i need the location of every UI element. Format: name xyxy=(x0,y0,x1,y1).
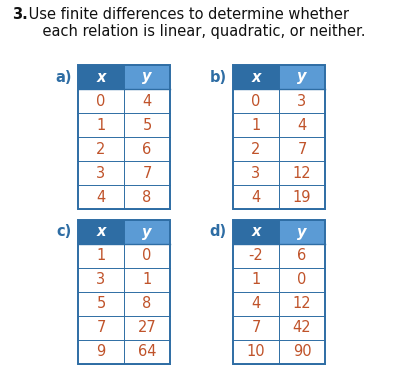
Text: 7: 7 xyxy=(96,320,105,335)
Text: 1: 1 xyxy=(142,273,151,288)
Text: y: y xyxy=(297,224,306,239)
Bar xyxy=(233,220,278,244)
Bar xyxy=(78,268,170,292)
Bar xyxy=(233,113,324,137)
Text: 8: 8 xyxy=(142,189,151,204)
Text: 10: 10 xyxy=(246,345,265,360)
Bar xyxy=(278,220,324,244)
Text: 2: 2 xyxy=(96,142,105,156)
Bar xyxy=(233,65,324,209)
Bar xyxy=(78,316,170,340)
Text: y: y xyxy=(142,70,152,84)
Bar xyxy=(233,244,324,268)
Text: 42: 42 xyxy=(292,320,311,335)
Text: 8: 8 xyxy=(142,296,151,311)
Text: 19: 19 xyxy=(292,189,311,204)
Text: 3: 3 xyxy=(96,166,105,181)
Text: 1: 1 xyxy=(96,248,105,263)
Bar xyxy=(78,220,124,244)
Text: 1: 1 xyxy=(251,273,260,288)
Text: 5: 5 xyxy=(96,296,105,311)
Text: 5: 5 xyxy=(142,117,151,132)
Text: 1: 1 xyxy=(251,117,260,132)
Text: 3: 3 xyxy=(297,94,306,109)
Text: 90: 90 xyxy=(292,345,311,360)
Text: 7: 7 xyxy=(297,142,306,156)
Text: y: y xyxy=(297,70,306,84)
Bar xyxy=(124,65,170,89)
Text: 3.: 3. xyxy=(12,7,28,22)
Text: 12: 12 xyxy=(292,296,311,311)
Text: x: x xyxy=(96,224,105,239)
Bar xyxy=(78,137,170,161)
Bar xyxy=(78,65,124,89)
Text: 4: 4 xyxy=(96,189,105,204)
Text: 0: 0 xyxy=(96,94,105,109)
Bar xyxy=(78,161,170,185)
Text: 6: 6 xyxy=(297,248,306,263)
Bar xyxy=(78,185,170,209)
Text: 0: 0 xyxy=(142,248,151,263)
Text: 3: 3 xyxy=(251,166,260,181)
Text: 0: 0 xyxy=(297,273,306,288)
Text: 4: 4 xyxy=(142,94,151,109)
Text: 7: 7 xyxy=(142,166,151,181)
Text: y: y xyxy=(142,224,152,239)
Bar xyxy=(124,220,170,244)
Text: d): d) xyxy=(209,224,226,239)
Text: x: x xyxy=(96,70,105,84)
Text: x: x xyxy=(251,224,260,239)
Bar xyxy=(233,292,324,316)
Bar xyxy=(233,89,324,113)
Text: c): c) xyxy=(57,224,72,239)
Text: 9: 9 xyxy=(96,345,105,360)
Bar xyxy=(233,185,324,209)
Text: 4: 4 xyxy=(297,117,306,132)
Text: 7: 7 xyxy=(251,320,260,335)
Text: 3: 3 xyxy=(96,273,105,288)
Bar xyxy=(233,137,324,161)
Text: 12: 12 xyxy=(292,166,311,181)
Bar xyxy=(233,340,324,364)
Bar xyxy=(78,292,170,316)
Text: 0: 0 xyxy=(251,94,260,109)
Text: 1: 1 xyxy=(96,117,105,132)
Bar xyxy=(78,220,170,364)
Bar xyxy=(78,65,170,209)
Bar xyxy=(78,340,170,364)
Bar xyxy=(78,244,170,268)
Bar xyxy=(78,89,170,113)
Text: a): a) xyxy=(55,70,72,84)
Text: b): b) xyxy=(209,70,226,84)
Text: Use finite differences to determine whether
    each relation is linear, quadrat: Use finite differences to determine whet… xyxy=(24,7,365,39)
Bar xyxy=(233,268,324,292)
Text: x: x xyxy=(251,70,260,84)
Bar xyxy=(233,220,324,364)
Bar xyxy=(78,113,170,137)
Bar xyxy=(233,161,324,185)
Text: 6: 6 xyxy=(142,142,151,156)
Text: 64: 64 xyxy=(138,345,156,360)
Text: 4: 4 xyxy=(251,189,260,204)
Bar xyxy=(278,65,324,89)
Bar xyxy=(233,316,324,340)
Text: 2: 2 xyxy=(251,142,260,156)
Text: -2: -2 xyxy=(248,248,263,263)
Text: 4: 4 xyxy=(251,296,260,311)
Text: 27: 27 xyxy=(137,320,156,335)
Bar xyxy=(233,65,278,89)
